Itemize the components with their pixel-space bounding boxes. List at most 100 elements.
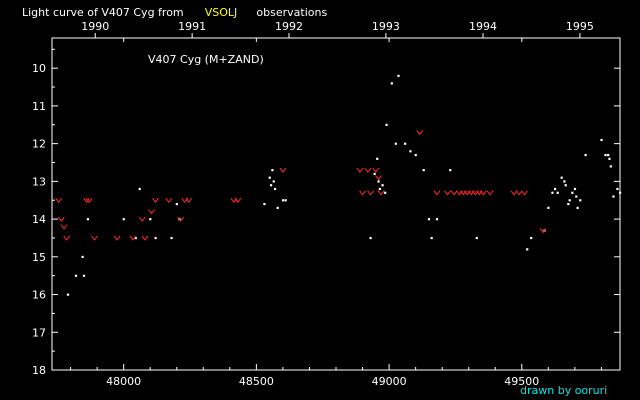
- observation-point: [571, 191, 574, 194]
- upper-limit-mark: [234, 197, 242, 204]
- y-tick-label: 17: [32, 326, 46, 339]
- credit-text: drawn by ooruri: [520, 384, 607, 397]
- observation-point: [377, 180, 380, 183]
- observation-point: [82, 274, 86, 277]
- upper-limit-mark: [372, 167, 380, 173]
- observation-point: [397, 74, 400, 77]
- observation-point: [384, 191, 387, 194]
- observation-point: [422, 169, 425, 172]
- observation-point: [175, 203, 178, 206]
- observation-point: [530, 236, 533, 240]
- observation-point: [449, 169, 452, 172]
- observation-point: [573, 187, 577, 191]
- y-tick-label: 10: [32, 62, 46, 75]
- observation-point: [526, 248, 529, 251]
- year-label: 1991: [178, 20, 206, 33]
- observation-point: [170, 236, 173, 240]
- y-tick-label: 11: [32, 100, 46, 113]
- observation-point: [612, 195, 615, 198]
- upper-limit-mark: [91, 235, 98, 241]
- observation-point: [553, 187, 557, 191]
- y-tick-label: 18: [32, 364, 46, 377]
- upper-limit-mark: [279, 167, 287, 173]
- observation-point: [378, 187, 381, 191]
- observation-point: [609, 165, 612, 168]
- observation-point: [273, 187, 277, 191]
- observation-point: [269, 184, 273, 187]
- star-annotation: V407 Cyg (M+ZAND): [148, 53, 264, 66]
- observation-point: [560, 176, 563, 179]
- observation-point: [584, 153, 587, 157]
- upper-limit-mark: [356, 167, 364, 173]
- observation-point: [134, 236, 137, 240]
- chart-title: Light curve of V407 Cyg from VSOLJ obser…: [22, 1, 327, 20]
- x-tick-label: 48000: [106, 375, 141, 388]
- observation-point: [547, 206, 550, 209]
- observation-point: [616, 187, 619, 191]
- observation-point: [268, 176, 271, 179]
- observation-point: [409, 150, 412, 153]
- upper-limit-mark: [486, 190, 494, 196]
- observation-point: [556, 191, 559, 194]
- observation-point: [281, 199, 285, 202]
- upper-limit-mark: [450, 190, 458, 196]
- upper-limit-mark: [367, 190, 374, 196]
- title-prefix: Light curve of V407 Cyg from: [22, 6, 184, 19]
- observation-point: [430, 236, 433, 240]
- observation-point: [427, 218, 431, 221]
- observation-point: [563, 180, 566, 183]
- observation-point: [414, 153, 417, 157]
- x-tick-label: 48500: [239, 375, 274, 388]
- y-tick-label: 12: [32, 138, 46, 151]
- upper-limit-mark: [515, 190, 523, 196]
- observation-point: [608, 157, 611, 160]
- observation-point: [271, 169, 274, 172]
- observation-point: [86, 218, 90, 221]
- upper-limit-mark: [57, 216, 65, 222]
- observation-point: [600, 138, 603, 142]
- observation-point: [66, 293, 70, 296]
- year-label: 1990: [81, 20, 109, 33]
- upper-limit-mark: [83, 197, 90, 204]
- data-marks: [55, 74, 622, 296]
- year-label: 1993: [372, 20, 400, 33]
- observation-point: [619, 191, 622, 194]
- y-tick-label: 14: [32, 213, 46, 226]
- observation-point: [149, 218, 152, 221]
- upper-limit-mark: [510, 190, 518, 196]
- upper-limit-mark: [138, 216, 146, 222]
- upper-limit-mark: [185, 197, 193, 204]
- observation-point: [272, 180, 275, 183]
- upper-limit-mark: [63, 235, 70, 241]
- title-highlight: VSOLJ: [205, 6, 238, 19]
- observation-point: [575, 195, 578, 198]
- upper-limit-mark: [113, 235, 121, 241]
- upper-limit-mark: [479, 190, 487, 196]
- observation-point: [263, 203, 266, 206]
- upper-limit-mark: [148, 209, 155, 215]
- upper-limit-mark: [177, 216, 185, 222]
- observation-point: [74, 274, 78, 277]
- year-label: 1992: [275, 20, 303, 33]
- year-label: 1994: [469, 20, 497, 33]
- upper-limit-mark: [539, 228, 547, 234]
- observation-point: [373, 172, 376, 176]
- upper-limit-mark: [359, 190, 366, 196]
- observation-point: [475, 236, 478, 240]
- observation-point: [81, 255, 84, 259]
- upper-limit-mark: [433, 190, 441, 196]
- observation-point: [369, 236, 372, 240]
- upper-limit-mark: [129, 235, 137, 241]
- upper-limit-mark: [165, 197, 173, 204]
- observation-point: [567, 203, 570, 206]
- upper-limit-mark: [152, 197, 159, 204]
- observation-point: [404, 142, 407, 145]
- axis-ticks: 48000 48500 49000 49500 1990 1991 1992 1993 1994…: [32, 20, 620, 388]
- upper-limit-mark: [416, 130, 424, 136]
- x-tick-label: 49000: [372, 375, 407, 388]
- upper-limit-mark: [521, 190, 528, 196]
- upper-limit-mark: [444, 190, 451, 196]
- observation-point: [376, 157, 379, 160]
- observation-point: [276, 206, 279, 209]
